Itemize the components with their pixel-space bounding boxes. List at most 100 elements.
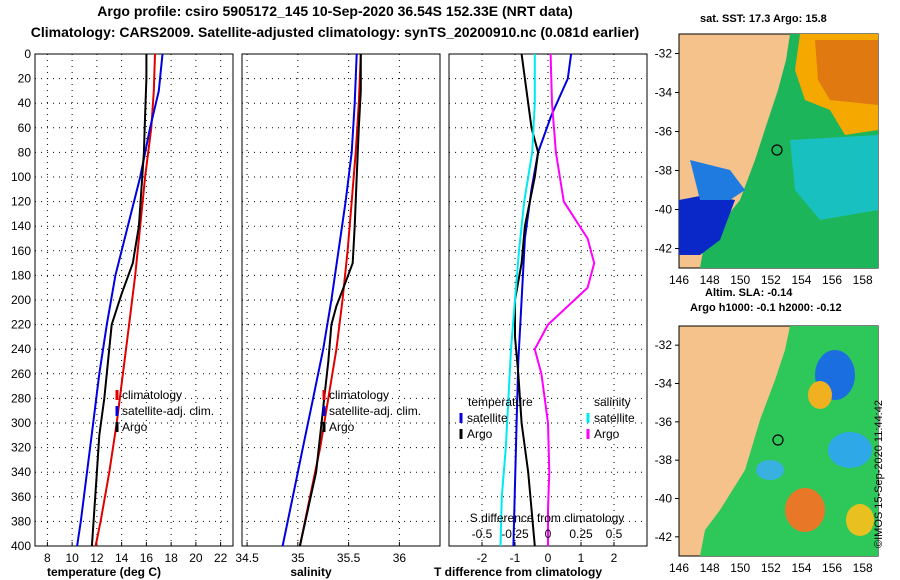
map-lon-label: 150 bbox=[730, 273, 750, 287]
series-line-temperature-satellite bbox=[512, 53, 573, 547]
x-tick-label: 35 bbox=[291, 551, 305, 565]
x2-tick-label: 0.25 bbox=[569, 527, 593, 541]
map-lon-label: 146 bbox=[669, 561, 689, 575]
x-tick-label: -1 bbox=[510, 551, 521, 565]
x-tick-label: -2 bbox=[477, 551, 488, 565]
map-lon-label: 152 bbox=[761, 561, 781, 575]
x-tick-label: 0 bbox=[545, 551, 552, 565]
y-tick-label: 260 bbox=[11, 367, 31, 381]
x-tick-label: 35.5 bbox=[337, 551, 361, 565]
y-tick-label: 0 bbox=[24, 47, 31, 61]
legend-label: climatology bbox=[122, 388, 182, 402]
x2-tick-label: -0.5 bbox=[472, 527, 493, 541]
map-lat-label: -36 bbox=[655, 415, 673, 429]
x-tick-label: 22 bbox=[214, 551, 228, 565]
y-tick-label: 160 bbox=[11, 244, 31, 258]
x-tick-label: 20 bbox=[189, 551, 203, 565]
sst-map-title: sat. SST: 17.3 Argo: 15.8 bbox=[700, 13, 827, 25]
series-line-argo bbox=[90, 54, 148, 547]
sla-map-title-1: Altim. SLA: -0.14 bbox=[705, 287, 793, 299]
y-tick-label: 240 bbox=[11, 342, 31, 356]
map-lon-label: 146 bbox=[669, 273, 689, 287]
map-lon-label: 150 bbox=[730, 561, 750, 575]
x-tick-label: 18 bbox=[164, 551, 178, 565]
y-tick-label: 180 bbox=[11, 268, 31, 282]
x-tick-label: 2 bbox=[611, 551, 618, 565]
x-tick-label: 16 bbox=[140, 551, 154, 565]
x2-axis-label: S difference from climatology bbox=[470, 511, 625, 525]
legend-label: Argo bbox=[329, 420, 355, 434]
x-axis-label: temperature (deg C) bbox=[47, 565, 161, 579]
map-lon-label: 154 bbox=[791, 273, 811, 287]
profile-panel-3: -2 -1 0 1 2 T difference from climatology bbox=[434, 53, 648, 579]
map-lon-label: 156 bbox=[822, 561, 842, 575]
series-line-argo bbox=[298, 54, 362, 547]
map-lat-label: -38 bbox=[655, 453, 673, 467]
panel-frame bbox=[241, 53, 441, 547]
map-lat-label: -32 bbox=[655, 47, 673, 61]
y-tick-label: 360 bbox=[11, 490, 31, 504]
x-tick-label: 1 bbox=[578, 551, 585, 565]
y-tick-label: 340 bbox=[11, 465, 31, 479]
x-tick-label: 10 bbox=[65, 551, 79, 565]
y-tick-label: 80 bbox=[18, 145, 32, 159]
y-tick-label: 40 bbox=[18, 96, 32, 110]
series-line-salinity-satellite bbox=[499, 54, 536, 547]
panel-frame bbox=[34, 53, 234, 547]
imos-timestamp: ©IMOS 15-Sep-2020 11:44:42 bbox=[873, 400, 885, 548]
legend-label: Argo bbox=[594, 427, 620, 441]
y-tick-label: 140 bbox=[11, 219, 31, 233]
map-lon-label: 156 bbox=[822, 273, 842, 287]
y-tick-label: 100 bbox=[11, 170, 31, 184]
x2-tick-label: -0.25 bbox=[501, 527, 529, 541]
x-tick-label: 36 bbox=[393, 551, 407, 565]
legend-label: satellite bbox=[467, 411, 508, 425]
map-lat-label: -36 bbox=[655, 125, 673, 139]
map-lat-label: -40 bbox=[655, 492, 673, 506]
x-axis-label: T difference from climatology bbox=[434, 565, 602, 579]
y-tick-label: 400 bbox=[11, 539, 31, 553]
legend-label: satellite bbox=[594, 411, 635, 425]
legend-label: Argo bbox=[467, 427, 493, 441]
y-tick-label: 320 bbox=[11, 441, 31, 455]
y-tick-label: 200 bbox=[11, 293, 31, 307]
x-tick-label: 14 bbox=[115, 551, 129, 565]
map-lat-label: -42 bbox=[655, 242, 673, 256]
series-line-satellite-adj.-clim. bbox=[76, 53, 164, 547]
legend-label: Argo bbox=[122, 420, 148, 434]
map-lat-label: -32 bbox=[655, 338, 673, 352]
map-lat-label: -34 bbox=[655, 86, 673, 100]
y-tick-label: 220 bbox=[11, 318, 31, 332]
sla-map-title-2: Argo h1000: -0.1 h2000: -0.12 bbox=[690, 302, 842, 314]
sla-map bbox=[678, 325, 879, 557]
legend-label: satellite-adj. clim. bbox=[329, 404, 421, 418]
map-lat-label: -42 bbox=[655, 530, 673, 544]
sst-map bbox=[678, 33, 879, 269]
map-lon-label: 152 bbox=[761, 273, 781, 287]
y-tick-label: 280 bbox=[11, 391, 31, 405]
y-tick-label: 380 bbox=[11, 514, 31, 528]
map-lon-label: 158 bbox=[853, 561, 873, 575]
profile-panel-1: 8 10 12 14 16 18 20 220204060801001201401601802… bbox=[11, 47, 234, 579]
header-line-1: Argo profile: csiro 5905172_145 10-Sep-2… bbox=[97, 3, 573, 19]
legend-title-temperature: temperature bbox=[468, 395, 533, 409]
map-lat-label: -40 bbox=[655, 203, 673, 217]
map-lon-label: 158 bbox=[853, 273, 873, 287]
x-tick-label: 8 bbox=[44, 551, 51, 565]
legend-title-salinity: salinity bbox=[594, 395, 631, 409]
map-lat-label: -38 bbox=[655, 164, 673, 178]
x-tick-label: 34.5 bbox=[235, 551, 259, 565]
x2-tick-label: 0.5 bbox=[606, 527, 623, 541]
y-tick-label: 120 bbox=[11, 195, 31, 209]
x-axis-label: salinity bbox=[290, 565, 332, 579]
x2-tick-label: 0 bbox=[545, 527, 552, 541]
map-lon-label: 148 bbox=[700, 561, 720, 575]
profile-panel-2: 34.5 35 35.5 36 salinity bbox=[235, 53, 441, 579]
y-tick-label: 60 bbox=[18, 121, 32, 135]
legend-label: satellite-adj. clim. bbox=[122, 404, 214, 418]
header-line-2: Climatology: CARS2009. Satellite-adjuste… bbox=[30, 24, 640, 40]
x-tick-label: 12 bbox=[90, 551, 104, 565]
series-line-salinity-argo bbox=[533, 53, 596, 546]
map-lat-label: -34 bbox=[655, 377, 673, 391]
